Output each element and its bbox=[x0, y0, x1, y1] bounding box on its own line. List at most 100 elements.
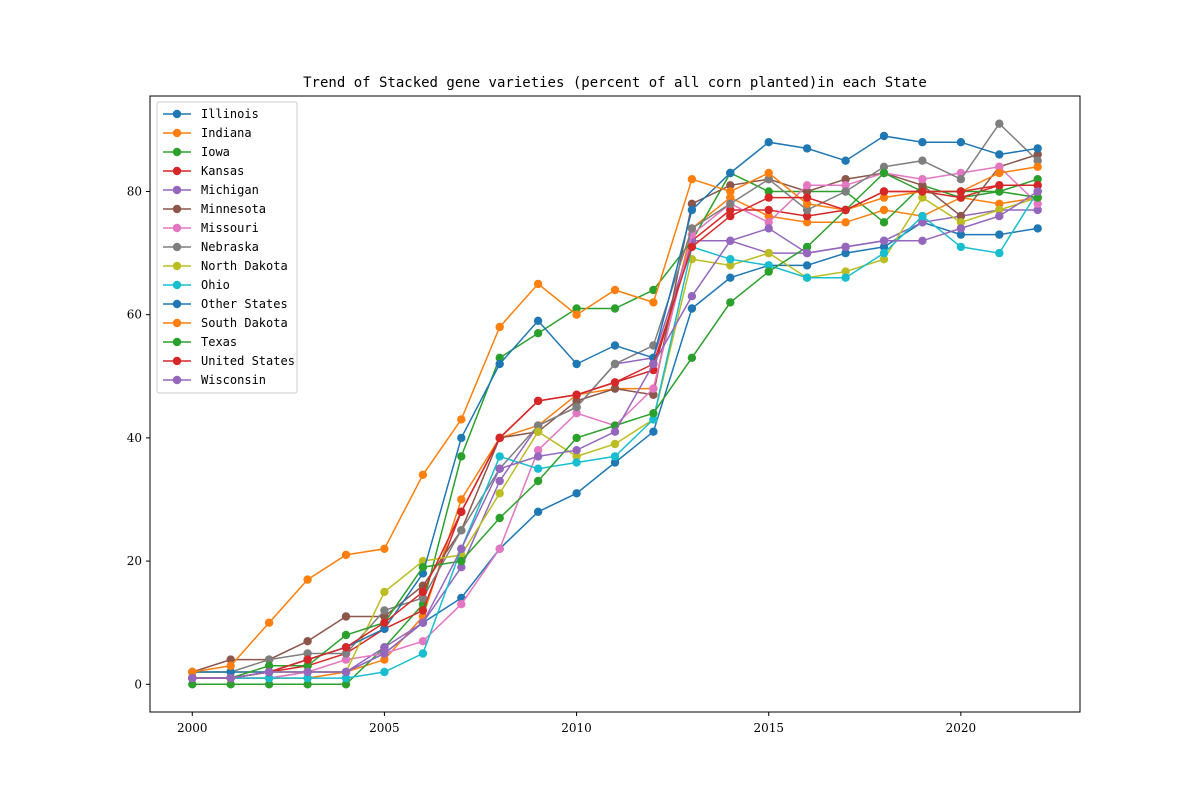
data-point bbox=[649, 415, 658, 424]
x-tick-label: 2005 bbox=[369, 721, 400, 735]
data-point bbox=[418, 649, 428, 658]
legend-item: South Dakota bbox=[163, 316, 288, 330]
x-tick-label: 2015 bbox=[753, 721, 784, 735]
legend-item: Kansas bbox=[163, 164, 244, 178]
data-point bbox=[879, 193, 889, 202]
data-point bbox=[572, 458, 581, 467]
data-point bbox=[533, 279, 543, 289]
data-point bbox=[533, 329, 543, 338]
legend-label: Wisconsin bbox=[201, 373, 266, 387]
data-point bbox=[226, 661, 235, 670]
data-point bbox=[610, 452, 620, 461]
data-point bbox=[341, 680, 351, 689]
legend-label: Iowa bbox=[201, 145, 230, 159]
data-point bbox=[956, 138, 966, 147]
data-point bbox=[341, 612, 351, 621]
data-point bbox=[1033, 144, 1042, 153]
data-point bbox=[533, 421, 543, 430]
legend-marker bbox=[172, 299, 182, 309]
data-point bbox=[1033, 199, 1042, 208]
data-point bbox=[995, 248, 1004, 258]
legend-item: Wisconsin bbox=[163, 373, 266, 387]
data-point bbox=[879, 218, 889, 227]
data-point bbox=[918, 236, 927, 245]
data-point bbox=[879, 205, 889, 215]
data-point bbox=[802, 144, 812, 153]
legend-item: Indiana bbox=[163, 126, 252, 140]
data-point bbox=[495, 353, 504, 362]
data-point bbox=[610, 458, 620, 467]
data-point bbox=[879, 236, 889, 245]
data-point bbox=[418, 470, 428, 479]
data-point bbox=[726, 255, 735, 264]
data-point bbox=[1033, 187, 1042, 196]
data-point bbox=[226, 667, 235, 677]
data-point bbox=[418, 556, 428, 566]
data-point bbox=[303, 655, 312, 664]
data-point bbox=[764, 261, 773, 270]
legend-item: Texas bbox=[163, 335, 237, 349]
data-point bbox=[726, 205, 735, 215]
legend-marker bbox=[172, 128, 182, 138]
data-point bbox=[226, 673, 235, 683]
legend-item: Nebraska bbox=[163, 240, 259, 254]
data-point bbox=[341, 667, 351, 677]
data-point bbox=[533, 476, 543, 486]
data-point bbox=[457, 600, 466, 609]
data-point bbox=[918, 218, 927, 227]
data-point bbox=[264, 673, 274, 683]
data-point bbox=[380, 655, 389, 664]
legend-label: Indiana bbox=[201, 126, 252, 140]
series-other-states bbox=[188, 131, 1042, 677]
data-point bbox=[995, 230, 1004, 239]
legend-label: Kansas bbox=[201, 164, 244, 178]
data-point bbox=[533, 396, 543, 406]
data-point bbox=[572, 402, 581, 412]
data-point bbox=[649, 390, 658, 399]
data-point bbox=[1033, 156, 1042, 165]
data-point bbox=[649, 359, 658, 369]
data-point bbox=[495, 476, 504, 486]
data-point bbox=[802, 242, 812, 252]
series-minnesota bbox=[188, 150, 1042, 677]
data-point bbox=[764, 138, 773, 147]
legend-item: North Dakota bbox=[163, 259, 288, 273]
data-point bbox=[457, 526, 466, 535]
data-point bbox=[1033, 193, 1042, 202]
data-point bbox=[495, 433, 504, 443]
legend-label: Illinois bbox=[201, 107, 259, 121]
data-point bbox=[457, 415, 466, 424]
data-point bbox=[188, 667, 197, 677]
data-point bbox=[303, 649, 312, 658]
legend-label: Michigan bbox=[201, 183, 259, 197]
data-point bbox=[764, 211, 773, 221]
legend-marker bbox=[172, 223, 182, 233]
data-point bbox=[802, 211, 812, 221]
legend-item: Ohio bbox=[163, 278, 230, 292]
data-point bbox=[264, 680, 274, 689]
legend-marker bbox=[172, 261, 182, 271]
data-point bbox=[1033, 150, 1042, 159]
data-point bbox=[918, 175, 927, 184]
data-point bbox=[764, 218, 773, 227]
legend-marker bbox=[172, 375, 182, 385]
legend-marker bbox=[172, 318, 182, 328]
data-point bbox=[918, 193, 927, 202]
data-point bbox=[687, 292, 697, 301]
data-point bbox=[841, 187, 850, 196]
data-point bbox=[841, 242, 850, 252]
legend-marker bbox=[172, 147, 182, 157]
data-point bbox=[879, 255, 889, 264]
data-point bbox=[995, 162, 1004, 171]
data-point bbox=[726, 236, 735, 245]
data-point bbox=[956, 218, 966, 227]
data-point bbox=[264, 661, 274, 670]
data-point bbox=[418, 587, 428, 597]
data-point bbox=[457, 495, 466, 504]
data-point bbox=[341, 673, 351, 683]
data-point bbox=[572, 304, 581, 313]
data-point bbox=[995, 211, 1004, 221]
data-point bbox=[418, 618, 428, 627]
data-point bbox=[841, 181, 850, 190]
data-point bbox=[457, 563, 466, 572]
